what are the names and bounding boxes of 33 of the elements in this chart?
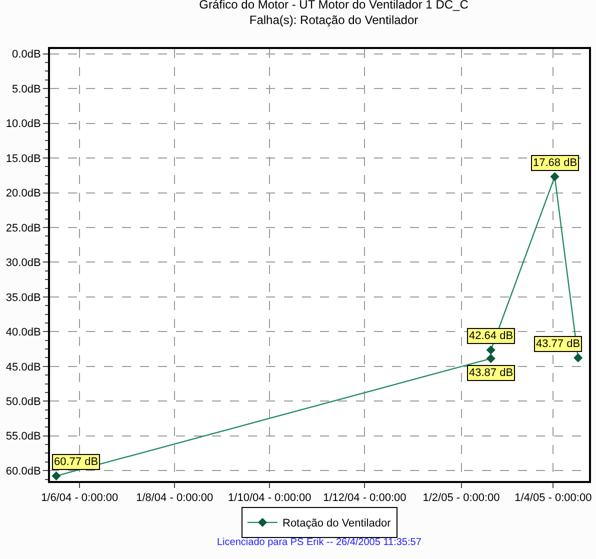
chart-title: Gráfico do Motor - UT Motor do Ventilador 1 DC_C xyxy=(199,0,469,12)
x-tick-label: 1/10/04 - 0:00:00 xyxy=(228,492,312,504)
y-tick-label: 40.0dB xyxy=(6,326,41,339)
data-label: 43.87 dB xyxy=(469,367,514,379)
text: Licenciado para PS Erik -- 26/4/2005 11:35:57 xyxy=(217,537,422,548)
y-tick-label: 35.0dB xyxy=(6,292,41,304)
y-tick-label: 30.0dB xyxy=(6,257,41,270)
y-tick-label: 20.0dB xyxy=(6,188,41,200)
point xyxy=(550,172,560,182)
y-tick-label: 5.0dB xyxy=(12,83,41,96)
data-label: 42.64 dB xyxy=(469,330,514,342)
point xyxy=(52,471,61,480)
data-label: 60.77 dB xyxy=(54,456,98,468)
x-tick-label: 1/2/05 - 0:00:00 xyxy=(422,492,500,504)
x-tick-label: 1/4/05 - 0:00:00 xyxy=(514,492,592,504)
legend-label: Rotação do Ventilador xyxy=(282,518,392,530)
x-tick-label: 1/12/04 - 0:00:00 xyxy=(323,492,406,504)
y-tick-label: 55.0dB xyxy=(6,430,41,443)
chart-subtitle: Falha(s): Rotação do Ventilador xyxy=(249,12,418,27)
point xyxy=(486,354,496,364)
data-label: 17.68 dB xyxy=(533,157,578,169)
y-tick-label: 45.0dB xyxy=(6,361,41,374)
point xyxy=(486,345,496,355)
y-tick-label: 60.0dB xyxy=(6,465,41,478)
data-label: 43.77 dB xyxy=(536,338,580,350)
point xyxy=(574,353,583,362)
x-tick-label: 1/8/04 - 0:00:00 xyxy=(136,492,214,504)
y-tick-label: 25.0dB xyxy=(6,222,41,234)
x-tick-label: 1/6/04 - 0:00:00 xyxy=(41,492,118,504)
y-tick-label: 50.0dB xyxy=(6,396,41,408)
y-tick-label: 0.0dB xyxy=(12,48,41,61)
y-tick-label: 10.0dB xyxy=(6,118,41,130)
y-tick-label: 15.0dB xyxy=(6,152,41,165)
